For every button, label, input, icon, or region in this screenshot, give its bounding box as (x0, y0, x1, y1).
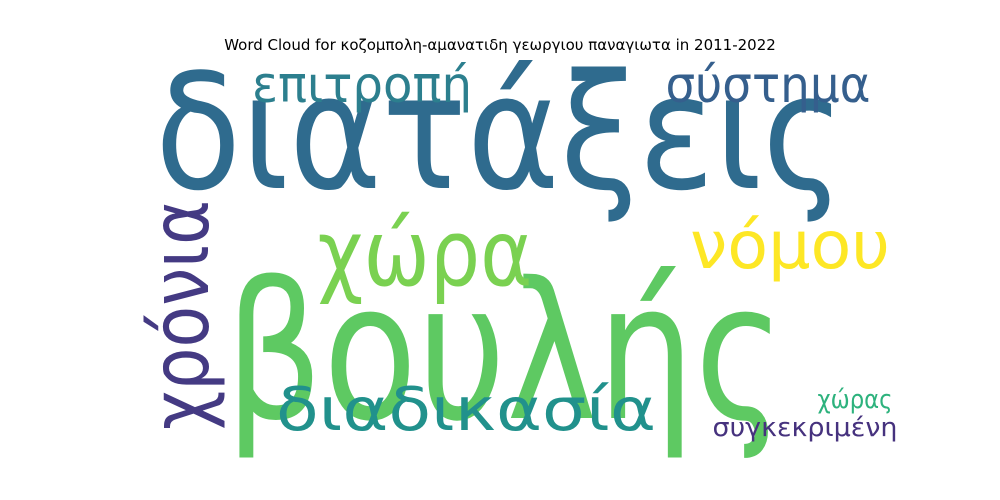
word-7: επιτροπή (252, 56, 472, 114)
word-2: βουλής (225, 242, 785, 463)
chart-title: Word Cloud for κοζομπολη-αμανατιδη γεωργ… (224, 36, 776, 54)
word-8: σύστημα (666, 56, 871, 114)
word-10: συγκεκριμένη (713, 413, 898, 443)
word-6: διαδικασία (276, 375, 656, 445)
word-3: χώρα (318, 200, 533, 307)
word-1: διατάξεις (155, 39, 845, 226)
word-5: νόμου (690, 207, 890, 284)
word-4: χρόνια (134, 200, 227, 430)
word-9: χώρας (818, 385, 893, 415)
